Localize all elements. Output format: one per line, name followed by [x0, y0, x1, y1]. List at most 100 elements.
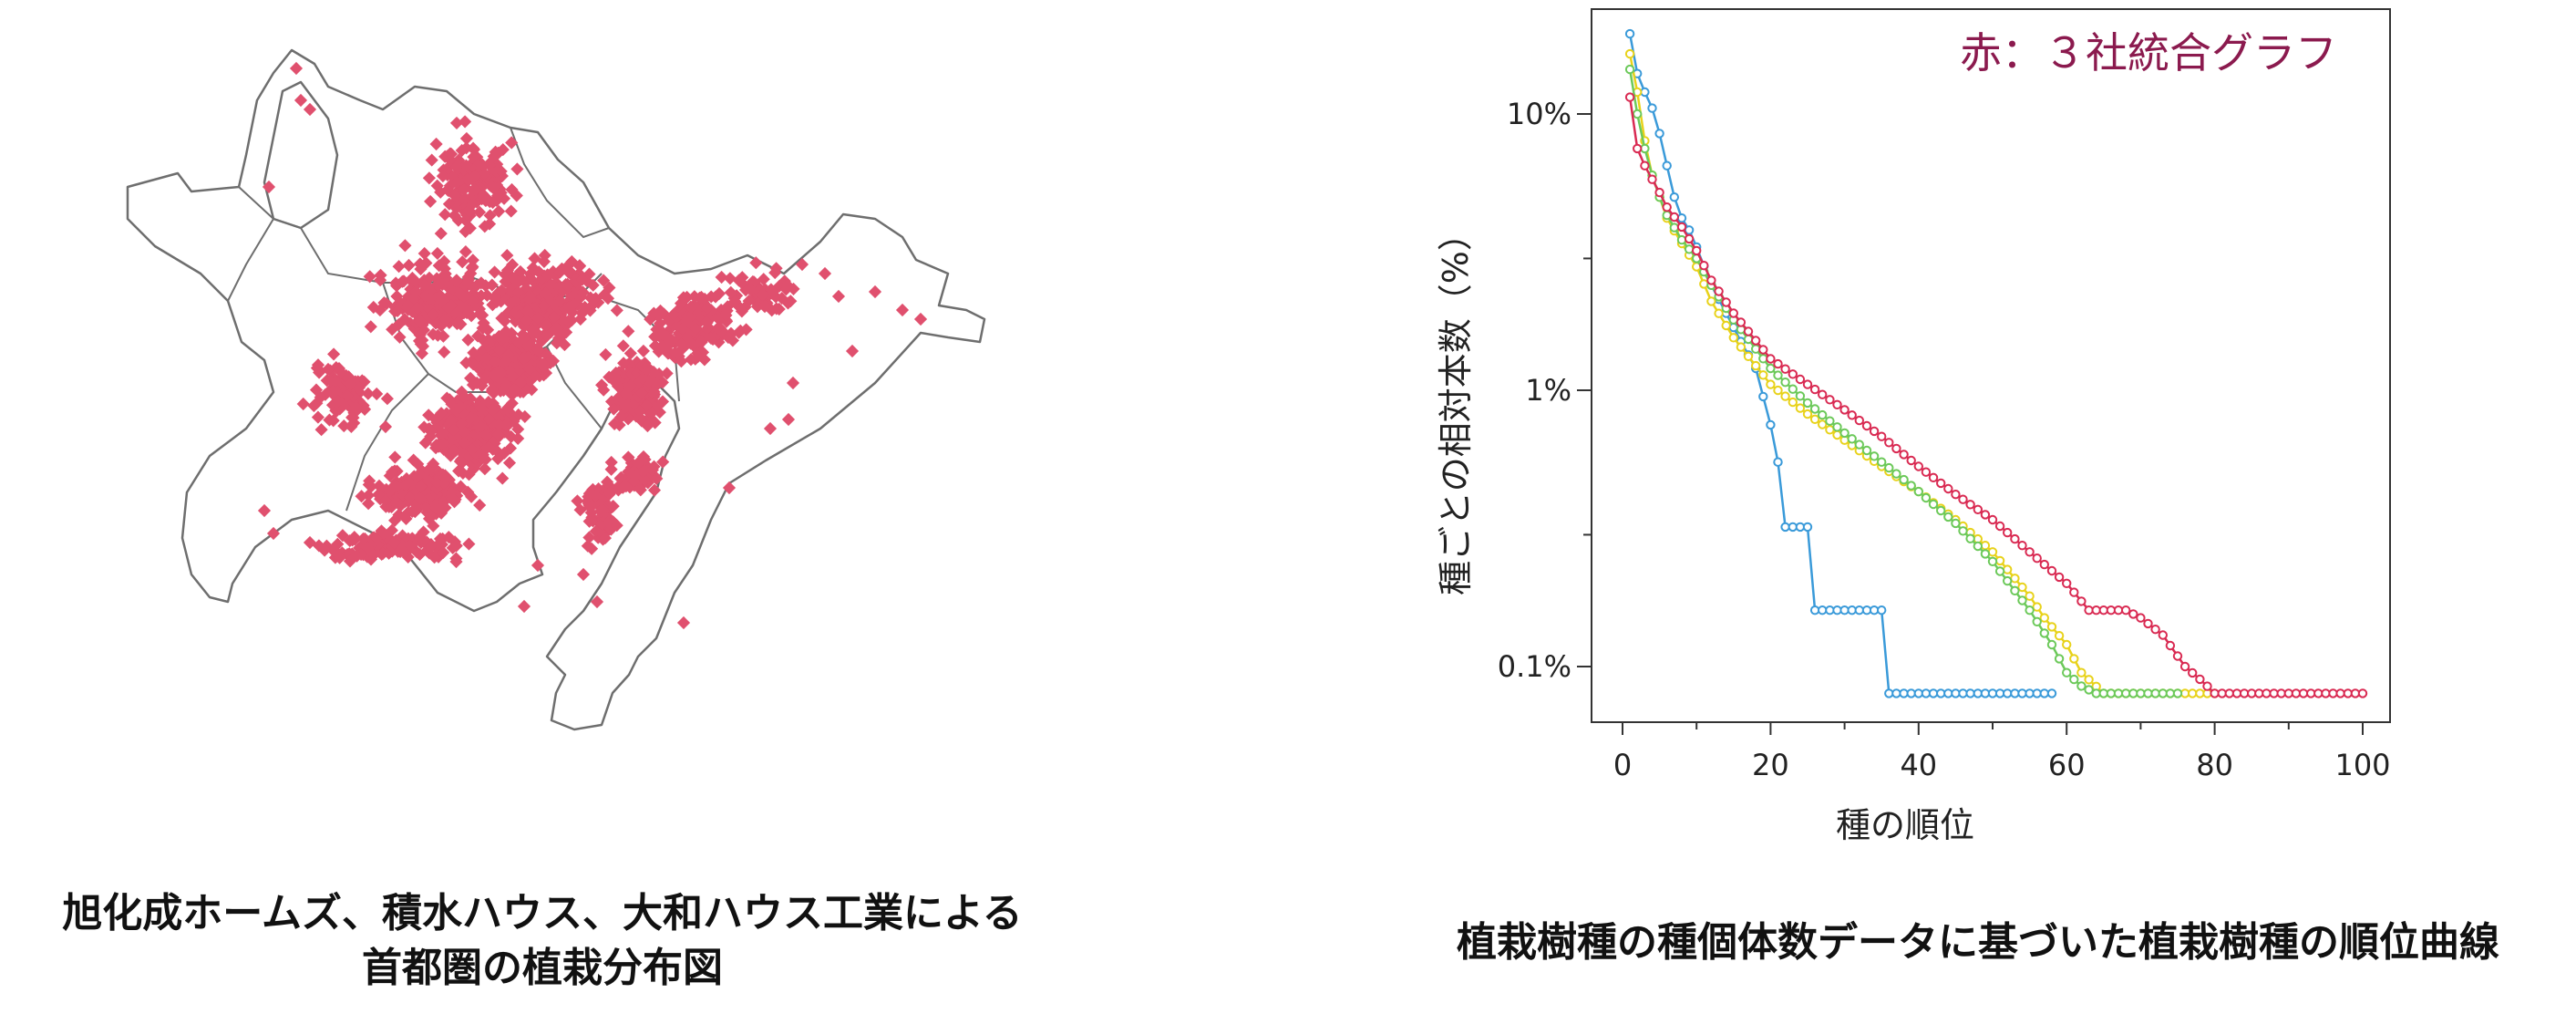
data-point [2003, 527, 2013, 538]
data-point [1899, 474, 1909, 485]
data-point [1743, 334, 1754, 345]
planting-site-dot [541, 328, 554, 342]
data-point [1921, 492, 1932, 503]
data-point [1669, 222, 1680, 233]
data-point [2298, 688, 2309, 698]
data-point [1802, 522, 1813, 533]
data-point [1847, 410, 1857, 420]
data-point [1714, 308, 1724, 318]
series-layer [1624, 28, 2368, 698]
data-point [1869, 451, 1880, 461]
data-point [1854, 415, 1865, 426]
data-point [2262, 688, 2272, 698]
data-point [1743, 326, 1754, 336]
data-point [1766, 354, 1776, 364]
planting-site-dot [500, 249, 514, 263]
series-line [1628, 68, 2178, 695]
planting-site-dot [453, 399, 468, 413]
planting-site-dot [436, 427, 449, 440]
map-caption-line2: 首都圏の植栽分布図 [362, 945, 723, 991]
planting-site-dot [531, 311, 545, 325]
data-point [1832, 399, 1842, 409]
data-point [1884, 462, 1894, 473]
data-point [1943, 483, 1953, 494]
planting-site-dot [502, 456, 517, 470]
planting-site-dot [465, 443, 479, 457]
data-point [1980, 541, 1991, 551]
planting-site-dot [576, 285, 590, 299]
data-point [1802, 409, 1813, 419]
data-point [2025, 547, 2035, 557]
planting-site-dot [506, 369, 520, 383]
planting-site-dot [523, 362, 537, 376]
data-point [2069, 587, 2079, 597]
data-point [2003, 688, 2013, 698]
data-point [2143, 618, 2153, 629]
y-tick-label: 10% [1507, 97, 1571, 131]
data-point [1802, 379, 1813, 389]
data-point [2017, 541, 2027, 551]
planting-site-dot [456, 255, 469, 269]
data-point [2054, 631, 2065, 641]
data-point [1818, 605, 1828, 615]
combined-series-annotation: 赤：３社統合グラフ [1960, 28, 2337, 78]
data-point [1758, 345, 1768, 355]
x-tick-label: 100 [2334, 748, 2390, 782]
planting-site-dot [458, 436, 471, 450]
data-point [1877, 431, 1887, 441]
planting-site-dot [516, 351, 530, 366]
data-point [1633, 143, 1643, 154]
data-point [2136, 613, 2146, 623]
planting-site-dot [572, 259, 586, 273]
data-point [2032, 602, 2042, 612]
planting-site-dot [514, 376, 528, 389]
planting-site-dot [459, 356, 473, 369]
x-axis-ticks: 0 20 40 60 80 100 [1613, 722, 2391, 782]
data-point [1854, 440, 1865, 450]
data-point [1987, 556, 1998, 566]
data-point [2046, 622, 2057, 632]
data-point [1788, 397, 1798, 408]
planting-site-dot [597, 274, 611, 287]
data-point [1818, 409, 1828, 420]
data-point [2150, 688, 2160, 698]
planting-site-dot [474, 401, 488, 415]
data-point [1773, 385, 1783, 396]
data-point [1994, 555, 2005, 566]
data-point [1832, 429, 1842, 440]
planting-site-dot [601, 292, 615, 305]
data-point [1965, 533, 1975, 543]
data-point [2046, 688, 2057, 698]
data-point [1640, 160, 1650, 171]
planting-site-dot [511, 285, 525, 299]
data-point [1684, 244, 1695, 254]
planting-site-dot [437, 437, 450, 450]
data-point [1913, 461, 1924, 471]
data-point [2113, 688, 2124, 698]
rank-abundance-chart: 10%1%0.1% 0 20 40 60 80 100 種の順位 種ごとの相対本数（%） … [1436, 8, 2391, 845]
planting-site-dot [491, 428, 505, 441]
planting-site-dot [531, 342, 544, 356]
data-point [2062, 639, 2072, 650]
data-point [1721, 320, 1731, 331]
data-point [1766, 419, 1776, 430]
data-point [1676, 222, 1687, 233]
data-point [1780, 391, 1790, 401]
planting-site-dot [551, 322, 564, 336]
data-point [1788, 384, 1798, 394]
data-point [2084, 675, 2094, 685]
data-point [1928, 688, 1939, 698]
data-point [2017, 582, 2027, 593]
planting-site-dot [540, 318, 553, 332]
planting-site-dot [518, 409, 531, 423]
data-point [2010, 574, 2020, 584]
data-point [1758, 370, 1768, 380]
planting-distribution-map [126, 48, 986, 731]
data-point [1928, 499, 1939, 510]
planting-site-dot [511, 422, 525, 436]
data-point [2069, 674, 2079, 685]
data-point [1906, 481, 1916, 491]
data-point [2039, 559, 2050, 570]
data-point [1788, 369, 1798, 379]
data-point [1669, 192, 1680, 202]
